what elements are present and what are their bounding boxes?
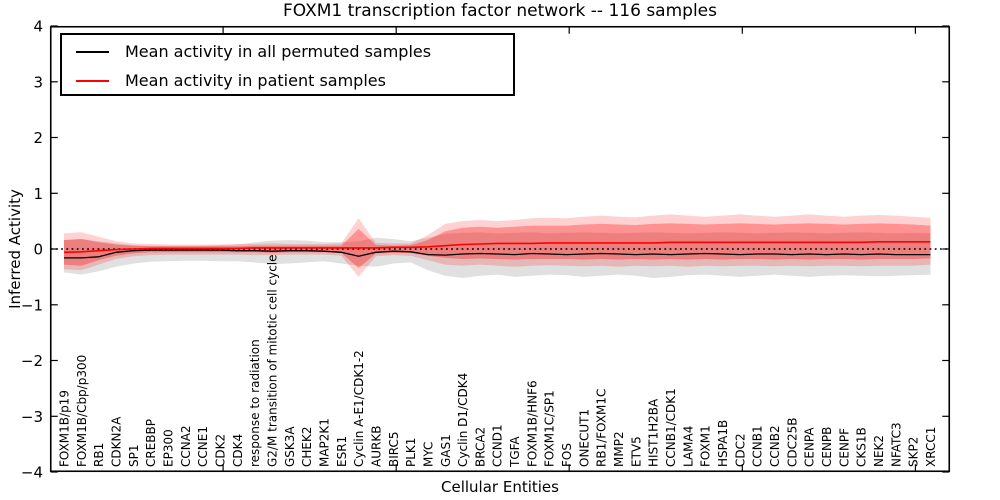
- entity-label: Cyclin D1/CDK4: [456, 373, 470, 467]
- legend: Mean activity in all permuted samples Me…: [60, 33, 515, 96]
- entity-label: CENPF: [837, 428, 851, 467]
- entity-label: response to radiation: [248, 339, 262, 467]
- entity-label: CDC25B: [785, 418, 799, 468]
- legend-item-permuted: Mean activity in all permuted samples: [62, 37, 513, 66]
- band-patient-samples-range-inner-: [64, 223, 931, 268]
- y-tick-label: −2: [21, 352, 43, 370]
- y-tick-label: 4: [33, 18, 43, 36]
- entity-label: CDK2: [214, 434, 228, 467]
- entity-label: FOXM1: [699, 425, 713, 467]
- y-tick-label: −1: [21, 296, 43, 314]
- entity-label: G2/M transition of mitotic cell cycle: [266, 254, 280, 467]
- entity-label: FOXM1B/p19: [58, 390, 72, 467]
- entity-label: CENPB: [820, 427, 834, 467]
- entity-label: BIRC5: [387, 431, 401, 467]
- entity-label: CCNB1: [751, 425, 765, 467]
- entity-label: CCNE1: [196, 426, 210, 467]
- y-axis-label: Inferred Activity: [6, 189, 24, 309]
- chart-title: FOXM1 transcription factor network -- 11…: [283, 1, 717, 21]
- entity-label: RB1/FOXM1C: [595, 389, 609, 467]
- legend-item-patient: Mean activity in patient samples: [62, 66, 513, 95]
- y-tick-label: −4: [21, 464, 43, 482]
- entity-label: CREBBP: [144, 419, 158, 467]
- entity-label: XRCC1: [924, 427, 938, 467]
- entity-label: SP1: [127, 445, 141, 468]
- entity-label: Cyclin A-E1/CDK1-2: [352, 350, 366, 467]
- entity-label: GAS1: [439, 434, 453, 467]
- permuted-line-swatch: [76, 50, 109, 53]
- band-patient-samples-range-outer-: [64, 214, 931, 277]
- entity-label: CCNB2: [768, 425, 782, 467]
- y-tick-label: 1: [33, 185, 43, 203]
- x-axis: [222, 26, 917, 472]
- mean-lines: [63, 241, 931, 259]
- entity-label: CKS1B: [855, 427, 869, 467]
- entity-label: CDK4: [231, 434, 245, 467]
- confidence-bands: [64, 214, 931, 278]
- y-tick-label: 2: [33, 129, 43, 147]
- y-tick-label: −3: [21, 408, 43, 426]
- entity-label: AURKB: [369, 426, 383, 467]
- entity-label: FOXM1B/HNF6: [525, 380, 539, 467]
- entity-label: CHEK2: [300, 427, 314, 468]
- entity-label: CDKN2A: [110, 416, 124, 467]
- legend-label-patient: Mean activity in patient samples: [125, 71, 386, 90]
- entity-label: MMP2: [612, 431, 626, 467]
- patient-mean-line: [63, 241, 931, 254]
- entity-label: CCNA2: [179, 425, 193, 467]
- entity-label: FOXM1C/SP1: [543, 390, 557, 467]
- entity-label: EP300: [162, 429, 176, 467]
- entity-label: RB1: [92, 443, 106, 467]
- entity-label: ONECUT1: [577, 409, 591, 467]
- entity-label: CDC2: [733, 433, 747, 467]
- band-permuted-samples-range: [64, 232, 931, 278]
- entity-labels: FOXM1B/p19 FOXM1B/Cbp/p300 RB1 CDKN2A SP1 CRE…: [58, 254, 939, 468]
- entity-label: HIST1H2BA: [647, 398, 661, 467]
- entity-label: ESR1: [335, 436, 349, 467]
- entity-label: NEK2: [872, 435, 886, 467]
- entity-label: CCNB1/CDK1: [664, 388, 678, 467]
- entity-label: MYC: [421, 442, 435, 467]
- y-tick-label: 3: [33, 73, 43, 91]
- entity-label: LAMA4: [681, 426, 695, 467]
- entity-label: GSK3A: [283, 426, 297, 467]
- entity-label: CCND1: [491, 424, 505, 467]
- x-axis-label: Cellular Entities: [441, 478, 559, 496]
- entity-label: NFATC3: [889, 422, 903, 467]
- entity-label: FOXM1B/Cbp/p300: [75, 355, 89, 467]
- y-axis: −4 −3 −2 −1 0 1 2 3 4: [21, 18, 950, 482]
- entity-label: CENPA: [803, 427, 817, 467]
- entity-label: HSPA1B: [716, 420, 730, 467]
- entity-label: TGFA: [508, 436, 522, 468]
- entity-label: BRCA2: [473, 427, 487, 467]
- entity-label: SKP2: [907, 437, 921, 467]
- entity-label: MAP2K1: [317, 418, 331, 467]
- patient-line-swatch: [76, 79, 109, 82]
- entity-label: PLK1: [404, 438, 418, 467]
- entity-label: FOS: [560, 443, 574, 467]
- entity-label: ETV5: [629, 436, 643, 467]
- legend-label-permuted: Mean activity in all permuted samples: [125, 42, 432, 61]
- y-tick-label: 0: [33, 241, 43, 259]
- permuted-mean-line: [64, 249, 931, 259]
